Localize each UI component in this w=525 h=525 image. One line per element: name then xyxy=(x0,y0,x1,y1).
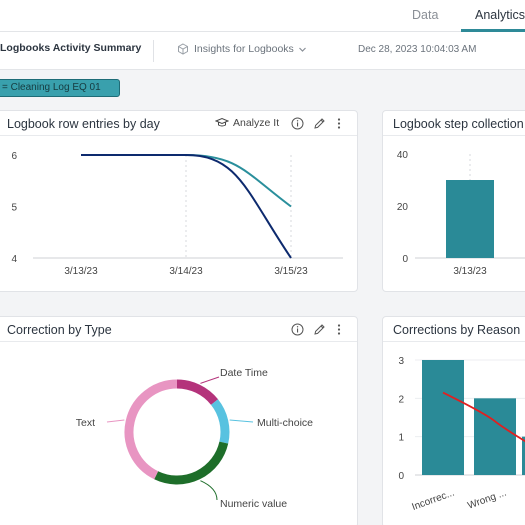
y-tick-label: 2 xyxy=(398,394,404,405)
analyze-it-label: Analyze It xyxy=(233,117,280,129)
x-tick-label: 3/13/23 xyxy=(453,266,487,277)
pencil-icon[interactable] xyxy=(313,117,326,130)
card-header-divider xyxy=(383,341,525,342)
filter-chip[interactable]: = Cleaning Log EQ 01 xyxy=(0,79,120,97)
x-tick-label: 3/15/23 xyxy=(274,266,308,277)
correction-type-donut: Date Time Multi-choice Numeric value Text xyxy=(76,367,313,510)
donut-slice xyxy=(210,399,230,444)
pencil-icon[interactable] xyxy=(313,323,326,336)
y-tick-label: 0 xyxy=(398,471,404,482)
y-tick-label: 3 xyxy=(398,356,404,367)
y-tick-label: 40 xyxy=(397,150,409,161)
tab-bar: Data Analytics xyxy=(0,0,525,32)
donut-slice xyxy=(154,441,229,485)
card-step-collection: Logbook step collection by 0 20 40 3/13/23 xyxy=(382,110,525,292)
bar xyxy=(522,436,525,475)
y-tick-label: 5 xyxy=(11,203,17,214)
donut-label: Numeric value xyxy=(220,498,287,510)
y-tick-label: 20 xyxy=(397,202,409,213)
last-updated-timestamp: Dec 28, 2023 10:04:03 AM xyxy=(358,44,477,55)
active-tab-indicator xyxy=(461,29,525,32)
info-icon[interactable] xyxy=(291,323,304,336)
more-vertical-icon[interactable] xyxy=(336,323,342,336)
donut-label: Text xyxy=(76,417,95,429)
step-collection-chart: 0 20 40 3/13/23 xyxy=(397,150,525,277)
donut-label: Date Time xyxy=(220,367,268,379)
bar xyxy=(474,398,516,475)
card-row-entries: Logbook row entries by day Analyze It 3/… xyxy=(0,110,358,292)
donut-leader-line xyxy=(200,480,218,501)
card-correction-reason: Corrections by Reason 0 1 2 3 Incorrec... Wro… xyxy=(382,316,525,525)
chevron-down-icon xyxy=(298,47,306,52)
trend-line xyxy=(442,391,525,443)
row-entries-chart: 3/13/23 3/14/23 3/15/23 4 5 6 xyxy=(11,151,343,277)
header-bar: Logbooks Activity Summary Insights for L… xyxy=(0,32,525,70)
card-correction-type: Correction by Type Date Time Multi-choice… xyxy=(0,316,358,525)
y-tick-label: 6 xyxy=(11,151,17,162)
insights-dropdown[interactable]: Insights for Logbooks xyxy=(177,43,312,55)
bar xyxy=(422,360,464,475)
donut-leader-line xyxy=(200,376,220,384)
card-header-divider xyxy=(383,135,525,136)
tab-data[interactable]: Data xyxy=(412,8,439,22)
bar xyxy=(446,180,494,258)
donut-slice xyxy=(124,379,178,480)
x-tick-label: Wrong ... xyxy=(466,487,508,511)
page-title: Logbooks Activity Summary xyxy=(0,42,142,54)
card-title: Corrections by Reason xyxy=(393,323,521,337)
info-icon[interactable] xyxy=(291,117,304,130)
y-tick-label: 4 xyxy=(11,254,17,265)
analyze-it-button[interactable]: Analyze It xyxy=(215,117,279,129)
series-line-1 xyxy=(81,154,292,259)
card-title: Logbook step collection by xyxy=(393,117,525,131)
x-tick-label: Incorrec... xyxy=(410,487,456,513)
card-header-divider xyxy=(0,135,357,136)
donut-leader-line xyxy=(106,419,125,423)
header-divider xyxy=(153,40,154,62)
x-tick-label: 3/14/23 xyxy=(169,266,203,277)
donut-label: Multi-choice xyxy=(257,417,313,429)
cube-icon xyxy=(178,43,188,55)
insights-label: Insights for Logbooks xyxy=(194,43,294,55)
card-title: Logbook row entries by day xyxy=(7,117,160,131)
donut-leader-line xyxy=(229,419,254,423)
y-tick-label: 0 xyxy=(402,254,408,265)
x-tick-label: 3/13/23 xyxy=(64,266,98,277)
card-title: Correction by Type xyxy=(7,323,112,337)
donut-slice xyxy=(176,379,219,406)
card-header-divider xyxy=(0,341,357,342)
more-vertical-icon[interactable] xyxy=(336,117,342,130)
analyze-hat-icon xyxy=(215,117,229,127)
tab-analytics[interactable]: Analytics xyxy=(475,8,525,22)
y-tick-label: 1 xyxy=(398,433,404,444)
